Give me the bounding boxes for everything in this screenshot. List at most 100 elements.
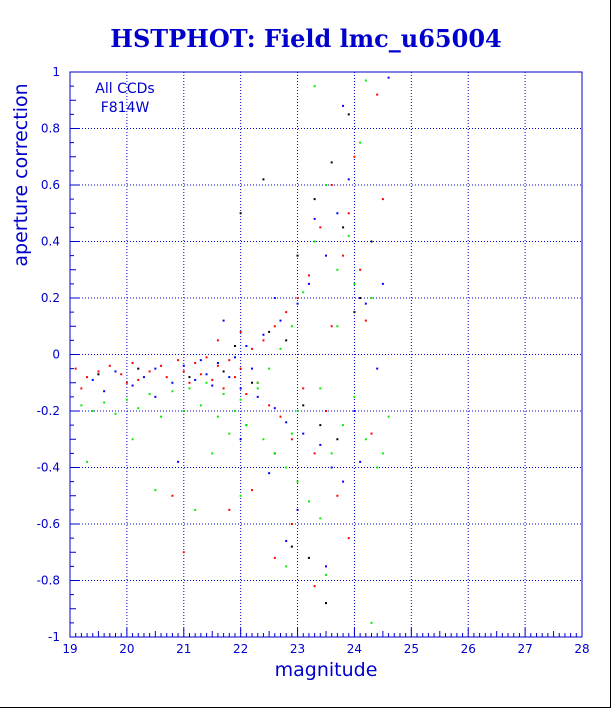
data-point [131,361,134,364]
data-point [268,472,271,475]
annotation-ccds: All CCDs [95,81,154,97]
data-point [325,602,327,605]
data-point [387,76,390,79]
data-point [262,438,265,441]
data-point [103,390,106,393]
annotation-filter: F814W [101,100,150,116]
data-point [256,381,259,384]
data-point [273,407,276,410]
data-point [336,494,339,497]
data-point [251,367,254,370]
data-point [325,410,327,412]
data-point [290,545,293,548]
x-axis-label: magnitude [275,659,378,681]
y-tick-label: 0.4 [41,235,60,249]
data-point [239,398,242,401]
data-point [194,508,197,511]
data-point [285,421,288,424]
data-point [188,381,191,384]
data-point [199,373,202,376]
x-tick-label: 23 [290,642,305,656]
data-point [262,339,265,342]
data-point [114,412,117,415]
data-point [251,381,254,384]
y-tick-label: 0.6 [41,178,60,192]
data-point [330,466,333,469]
data-point [313,217,316,220]
data-point [376,367,379,370]
data-point [342,104,345,107]
data-point [370,240,373,243]
data-point [296,302,299,305]
data-point [302,387,305,390]
y-axis-ticks: -1 -0.8 -0.6 -0.4 -0.2 0 0.2 0.4 0.6 0.8 1 [37,65,79,644]
y-tick-label: -0.6 [37,517,60,531]
data-point [279,319,282,322]
data-point [228,432,231,435]
data-point [245,424,248,427]
data-point [256,387,259,390]
x-tick-label: 28 [574,642,589,656]
data-point [80,387,83,390]
data-point [131,384,134,387]
data-point [325,573,327,576]
data-point [103,401,106,404]
data-point [347,178,350,181]
data-point [319,424,322,427]
x-tick-label: 24 [347,642,362,656]
data-point [205,356,208,359]
data-point [239,212,242,215]
data-point [182,364,185,367]
data-point [330,161,333,164]
data-point [239,367,242,370]
data-point [342,424,345,427]
data-point [222,387,225,390]
data-point [353,410,356,412]
data-point [268,330,271,333]
data-point [268,367,271,370]
data-point [387,415,390,418]
data-point [336,268,339,271]
data-point [239,438,242,441]
data-point [194,361,197,364]
data-point [302,432,305,435]
data-point [188,376,191,379]
data-point [330,325,333,328]
data-point [285,311,288,314]
data-point [154,395,157,398]
data-point [330,184,333,186]
data-point [154,367,157,370]
y-axis-label: aperture correction [10,83,32,266]
data-point [336,325,339,328]
data-point [222,319,225,322]
data-point [313,85,316,88]
data-point [347,212,350,215]
data-point [239,330,242,333]
data-point [364,302,367,305]
data-point [273,556,276,559]
data-point [86,376,89,379]
data-point [262,178,265,181]
data-point [171,390,174,393]
data-point [325,565,327,568]
data-point [381,452,384,455]
data-point [359,268,362,271]
data-point [313,240,316,243]
data-point [239,494,242,497]
data-point [285,539,288,542]
data-point [381,282,384,285]
data-point [290,432,293,435]
data-point [188,387,191,390]
data-point [353,311,356,314]
data-point [307,500,310,503]
data-point [296,297,299,299]
data-point [86,460,89,463]
data-point [74,367,77,370]
data-point [370,297,373,299]
data-point [302,404,305,407]
data-point [370,432,373,435]
data-points [74,76,390,624]
data-point [182,370,185,373]
data-point [171,494,174,497]
